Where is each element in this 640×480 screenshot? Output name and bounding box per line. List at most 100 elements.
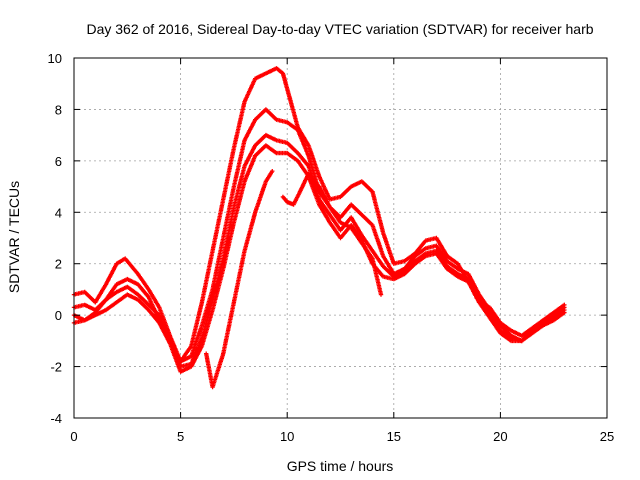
data-point [434, 243, 449, 263]
data-point [285, 86, 300, 129]
data-point [285, 140, 299, 155]
data-point [359, 233, 374, 252]
data-point [434, 235, 449, 257]
data-point [263, 143, 278, 155]
data-point [530, 318, 545, 331]
data-point [263, 132, 278, 142]
data-point [135, 282, 150, 299]
data-point [402, 262, 417, 277]
data-point [242, 77, 257, 104]
data-point [114, 257, 127, 266]
data-point [231, 165, 247, 210]
x-tick-label: 20 [493, 429, 507, 444]
data-point [242, 118, 257, 143]
data-point [189, 324, 204, 359]
data-point [370, 222, 385, 257]
data-point [210, 353, 225, 390]
data-point [519, 331, 534, 344]
data-point [540, 313, 555, 326]
data-point [317, 202, 332, 224]
data-point [359, 240, 374, 260]
x-tick-label: 25 [600, 429, 614, 444]
data-point [306, 171, 321, 188]
data-point [210, 237, 226, 292]
plot-frame [73, 57, 608, 419]
data-point [221, 185, 236, 241]
data-point [103, 300, 118, 313]
data-point [297, 172, 311, 194]
data-point [210, 198, 226, 254]
data-point [135, 297, 150, 312]
data-point [285, 150, 299, 163]
y-tick-label: -4 [50, 411, 62, 426]
data-point [476, 292, 492, 311]
data-point [114, 293, 129, 305]
data-point [378, 292, 384, 297]
data-point [551, 306, 566, 318]
data-point [370, 248, 385, 268]
data-point [359, 179, 374, 193]
data-point [157, 312, 172, 339]
data-point [221, 147, 236, 202]
data-point [204, 351, 215, 388]
data-point [146, 287, 161, 309]
y-tick-label: 6 [55, 154, 62, 169]
data-point [157, 320, 172, 345]
data-point [349, 215, 364, 237]
data-point [295, 127, 311, 157]
data-point [231, 139, 247, 189]
x-tick-label: 5 [177, 429, 184, 444]
data-point [231, 101, 247, 151]
data-point [359, 212, 374, 227]
data-point [167, 341, 183, 373]
data-point [444, 253, 459, 266]
data-point [210, 257, 225, 302]
data-point [253, 108, 267, 122]
data-point [93, 283, 108, 305]
data-point [199, 288, 215, 328]
data-point [380, 253, 396, 275]
data-point [253, 144, 267, 158]
data-point [189, 345, 204, 369]
data-point [370, 256, 383, 296]
data-point [199, 309, 215, 349]
data-point [231, 180, 247, 225]
data-point [380, 264, 395, 278]
data-point [487, 315, 502, 335]
data-point [551, 311, 566, 323]
data-point [434, 251, 449, 270]
data-points [71, 66, 567, 390]
data-point [412, 239, 427, 256]
data-point [444, 258, 459, 271]
grid [74, 58, 607, 418]
data-point [242, 211, 257, 254]
data-point [412, 246, 427, 259]
data-point [540, 311, 555, 323]
data-point [93, 298, 108, 315]
data-point [199, 250, 215, 305]
y-tick-label: -2 [50, 360, 62, 375]
data-point [466, 271, 481, 296]
data-point [562, 310, 567, 315]
data-point [123, 256, 140, 275]
data-point [327, 204, 342, 224]
data-point [295, 150, 310, 167]
data-point [135, 292, 150, 306]
data-point [519, 326, 534, 338]
data-point [412, 252, 427, 264]
data-point [530, 324, 545, 336]
data-point [349, 225, 364, 245]
data-point [135, 271, 150, 291]
data-point [317, 184, 332, 208]
data-point [466, 279, 481, 304]
data-point [498, 330, 513, 343]
data-point [242, 154, 257, 184]
data-point [210, 268, 225, 313]
data-point [270, 168, 275, 174]
data-point [317, 197, 332, 216]
data-point [253, 71, 267, 81]
data-point [82, 289, 97, 304]
data-point [317, 174, 332, 201]
data-point [125, 276, 139, 286]
